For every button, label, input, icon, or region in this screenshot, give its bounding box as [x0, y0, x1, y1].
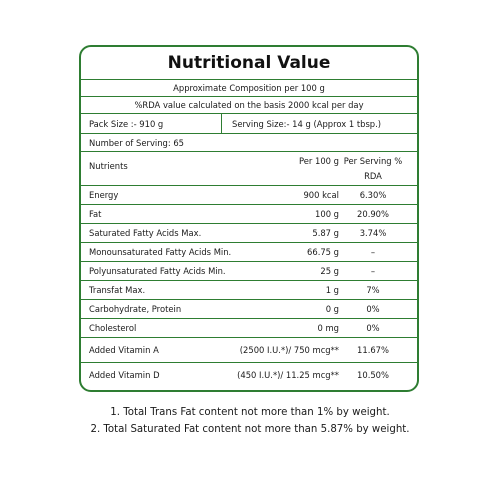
nutrition-table: Nutritional Value Approximate Compositio…	[79, 45, 419, 392]
nutrient-rda: 6.30%	[359, 190, 387, 200]
nutrient-rda: 7%	[366, 285, 380, 295]
table-row: Fat 100 g 20.90%	[81, 204, 417, 223]
composition-label: Approximate Composition per 100 g	[173, 83, 325, 93]
nutrient-rda: –	[370, 247, 376, 257]
nutrient-per100: 100 g	[315, 209, 339, 219]
header-rda: RDA	[364, 171, 382, 181]
header-per-serving: Per Serving %	[343, 156, 403, 166]
nutrient-name: Transfat Max.	[89, 285, 146, 295]
table-row: Energy 900 kcal 6.30%	[81, 185, 417, 204]
table-row: Polyunsaturated Fatty Acids Min. 25 g –	[81, 261, 417, 280]
nutrient-rda: –	[370, 266, 376, 276]
nutrient-name: Added Vitamin D	[89, 370, 160, 380]
nutrient-per100: (2500 I.U.*)/ 750 mcg**	[239, 345, 339, 355]
nutrient-rda: 10.50%	[357, 370, 389, 380]
table-row: Added Vitamin D (450 I.U.*)/ 11.25 mcg** 1…	[81, 362, 417, 387]
table-row: Monounsaturated Fatty Acids Min. 66.75 g –	[81, 242, 417, 261]
table-row: Saturated Fatty Acids Max. 5.87 g 3.74%	[81, 223, 417, 242]
nutrient-name: Fat	[89, 209, 102, 219]
header-per100: Per 100 g	[299, 156, 339, 166]
rda-note: %RDA value calculated on the basis 2000 …	[134, 100, 364, 110]
footnotes: 1. Total Trans Fat content not more than…	[0, 404, 500, 438]
rda-note-row: %RDA value calculated on the basis 2000 …	[81, 96, 417, 113]
nutrient-name: Added Vitamin A	[89, 345, 159, 355]
footnote: 1. Total Trans Fat content not more than…	[110, 407, 390, 418]
servings-count: Number of Serving: 65	[89, 138, 184, 148]
serving-size: Serving Size:- 14 g (Approx 1 tbsp.)	[232, 119, 382, 129]
nutrient-per100: 0 g	[325, 304, 339, 314]
nutrient-name: Monounsaturated Fatty Acids Min.	[89, 247, 232, 257]
nutrient-rda: 3.74%	[359, 228, 387, 238]
table-row: Carbohydrate, Protein 0 g 0%	[81, 299, 417, 318]
nutrient-rda: 20.90%	[357, 209, 389, 219]
nutrient-name: Saturated Fatty Acids Max.	[89, 228, 202, 238]
nutrient-per100: 66.75 g	[307, 247, 339, 257]
nutrient-rda: 0%	[366, 323, 380, 333]
table-row: Added Vitamin A (2500 I.U.*)/ 750 mcg** 11…	[81, 337, 417, 362]
nutrient-name: Energy	[89, 190, 119, 200]
header-nutrients: Nutrients	[89, 161, 128, 171]
nutrient-per100: 25 g	[320, 266, 339, 276]
composition-row: Approximate Composition per 100 g	[81, 79, 417, 96]
table-row: Cholesterol 0 mg 0%	[81, 318, 417, 337]
nutrient-rda: 11.67%	[357, 345, 389, 355]
nutrient-rda: 0%	[366, 304, 380, 314]
footnote: 2. Total Saturated Fat content not more …	[90, 424, 410, 435]
pack-row: Pack Size :- 910 g Serving Size:- 14 g (…	[81, 113, 417, 133]
servings-row: Number of Serving: 65	[81, 133, 417, 151]
nutrient-name: Polyunsaturated Fatty Acids Min.	[89, 266, 226, 276]
table-row: Transfat Max. 1 g 7%	[81, 280, 417, 299]
pack-size: Pack Size :- 910 g	[89, 119, 164, 129]
nutrient-rows: Energy 900 kcal 6.30% Fat 100 g 20.90% Saturat…	[81, 185, 417, 387]
nutrient-per100: 900 kcal	[303, 190, 339, 200]
nutrient-per100: 0 mg	[317, 323, 339, 333]
table-title: Nutritional Value	[167, 53, 331, 73]
nutrient-name: Cholesterol	[89, 323, 137, 333]
nutrient-per100: 1 g	[325, 285, 339, 295]
pack-divider	[221, 114, 222, 133]
nutrient-per100: (450 I.U.*)/ 11.25 mcg**	[237, 370, 339, 380]
nutrient-name: Carbohydrate, Protein	[89, 304, 182, 314]
header-row: Nutrients Per 100 g Per Serving % RDA	[81, 151, 417, 185]
nutrient-per100: 5.87 g	[312, 228, 339, 238]
